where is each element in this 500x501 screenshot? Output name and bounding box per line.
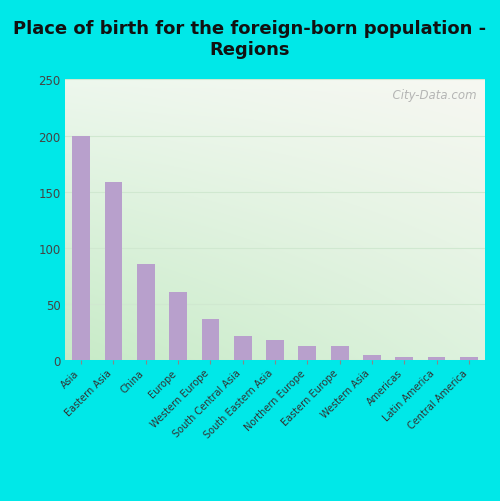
Bar	[266, 341, 284, 361]
Bar	[330, 346, 348, 361]
Bar	[428, 357, 446, 361]
Bar	[396, 357, 413, 361]
Bar	[363, 355, 381, 361]
Bar	[234, 336, 252, 361]
Bar	[137, 264, 154, 361]
Bar	[460, 357, 477, 361]
Text: Place of birth for the foreign-born population -
Regions: Place of birth for the foreign-born popu…	[14, 20, 486, 59]
Text: City-Data.com: City-Data.com	[385, 89, 476, 102]
Bar	[104, 182, 122, 361]
Bar	[169, 292, 187, 361]
Bar	[298, 346, 316, 361]
Bar	[72, 136, 90, 361]
Bar	[202, 319, 220, 361]
